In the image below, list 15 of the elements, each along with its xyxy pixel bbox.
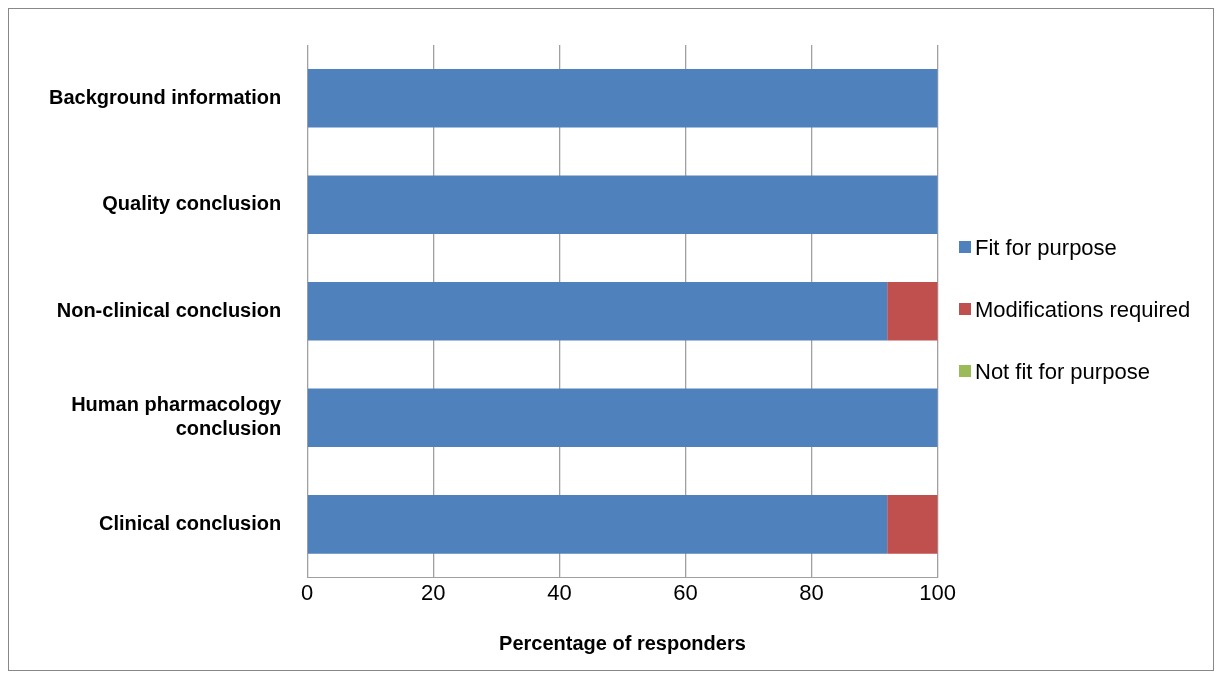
x-tick-label: 80 bbox=[799, 579, 824, 605]
y-tick-label: Clinical conclusion bbox=[98, 511, 282, 534]
x-tick-label: 40 bbox=[547, 579, 572, 605]
legend-label: Modifications required bbox=[975, 295, 1191, 324]
legend-label: Not fit for purpose bbox=[975, 357, 1150, 386]
legend-label: Fit for purpose bbox=[975, 233, 1117, 262]
x-tick-label: 100 bbox=[919, 579, 957, 605]
y-tick-label: Background information bbox=[48, 85, 282, 108]
x-tick-label: 0 bbox=[301, 579, 314, 605]
y-tick-label: Human pharmacology conclusion bbox=[71, 393, 283, 440]
x-axis-title: Percentage of responders bbox=[499, 631, 746, 654]
y-tick-label: Non-clinical conclusion bbox=[56, 298, 282, 321]
y-tick-label: Quality conclusion bbox=[102, 192, 282, 215]
x-tick-label: 20 bbox=[421, 579, 446, 605]
x-tick-label: 60 bbox=[673, 579, 698, 605]
